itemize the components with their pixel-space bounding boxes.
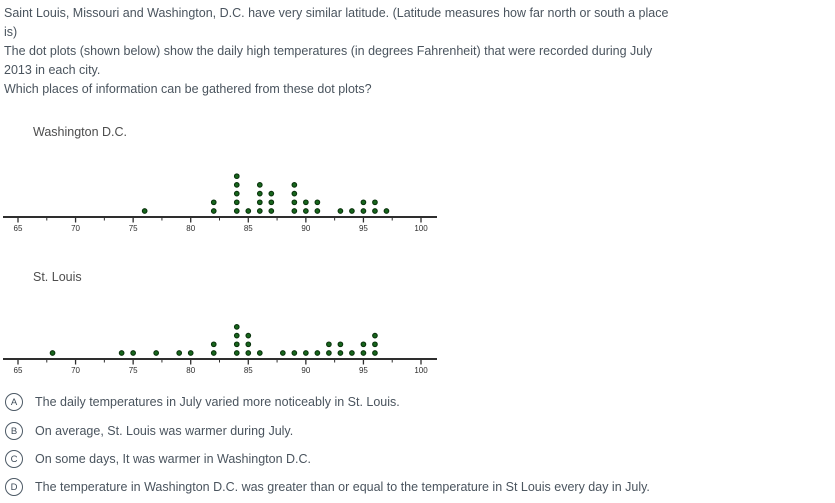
svg-text:70: 70 — [71, 366, 80, 375]
option-a[interactable]: A The daily temperatures in July varied … — [5, 393, 400, 411]
option-b-label: On average, St. Louis was warmer during … — [35, 424, 294, 438]
st-louis-dot-plot: 65 70 75 80 85 90 95 100 — [3, 324, 437, 375]
option-a-label: The daily temperatures in July varied mo… — [35, 395, 400, 409]
svg-text:85: 85 — [244, 366, 253, 375]
svg-text:100: 100 — [414, 224, 428, 233]
svg-text:95: 95 — [359, 366, 368, 375]
svg-text:65: 65 — [14, 224, 23, 233]
question-line: Saint Louis, Missouri and Washington, D.… — [4, 6, 669, 20]
svg-text:75: 75 — [129, 366, 138, 375]
svg-text:100: 100 — [414, 366, 428, 375]
washington-dot-plot: 65 70 75 80 85 90 95 100 — [3, 173, 437, 233]
svg-text:85: 85 — [244, 224, 253, 233]
option-d-radio[interactable]: D — [5, 478, 23, 496]
question-text: Saint Louis, Missouri and Washington, D.… — [4, 4, 804, 99]
svg-text:90: 90 — [301, 224, 310, 233]
st-louis-plot-title: St. Louis — [33, 270, 82, 284]
svg-text:80: 80 — [186, 366, 195, 375]
option-d[interactable]: D The temperature in Washington D.C. was… — [5, 478, 650, 496]
svg-text:90: 90 — [301, 366, 310, 375]
svg-text:80: 80 — [186, 224, 195, 233]
option-d-label: The temperature in Washington D.C. was g… — [35, 480, 650, 494]
svg-text:70: 70 — [71, 224, 80, 233]
option-c-radio[interactable]: C — [5, 450, 23, 468]
option-a-radio[interactable]: A — [5, 393, 23, 411]
option-c[interactable]: C On some days, It was warmer in Washing… — [5, 450, 311, 468]
washington-plot-title: Washington D.C. — [33, 125, 128, 139]
option-b-radio[interactable]: B — [5, 422, 23, 440]
svg-text:95: 95 — [359, 224, 368, 233]
option-b[interactable]: B On average, St. Louis was warmer durin… — [5, 422, 293, 440]
svg-text:75: 75 — [129, 224, 138, 233]
svg-text:65: 65 — [14, 366, 23, 375]
question-line: is) — [4, 25, 18, 39]
question-line: 2013 in each city. — [4, 63, 101, 77]
question-line: Which places of information can be gathe… — [4, 82, 372, 96]
question-line: The dot plots (shown below) show the dai… — [4, 44, 653, 58]
option-c-label: On some days, It was warmer in Washingto… — [35, 452, 312, 466]
